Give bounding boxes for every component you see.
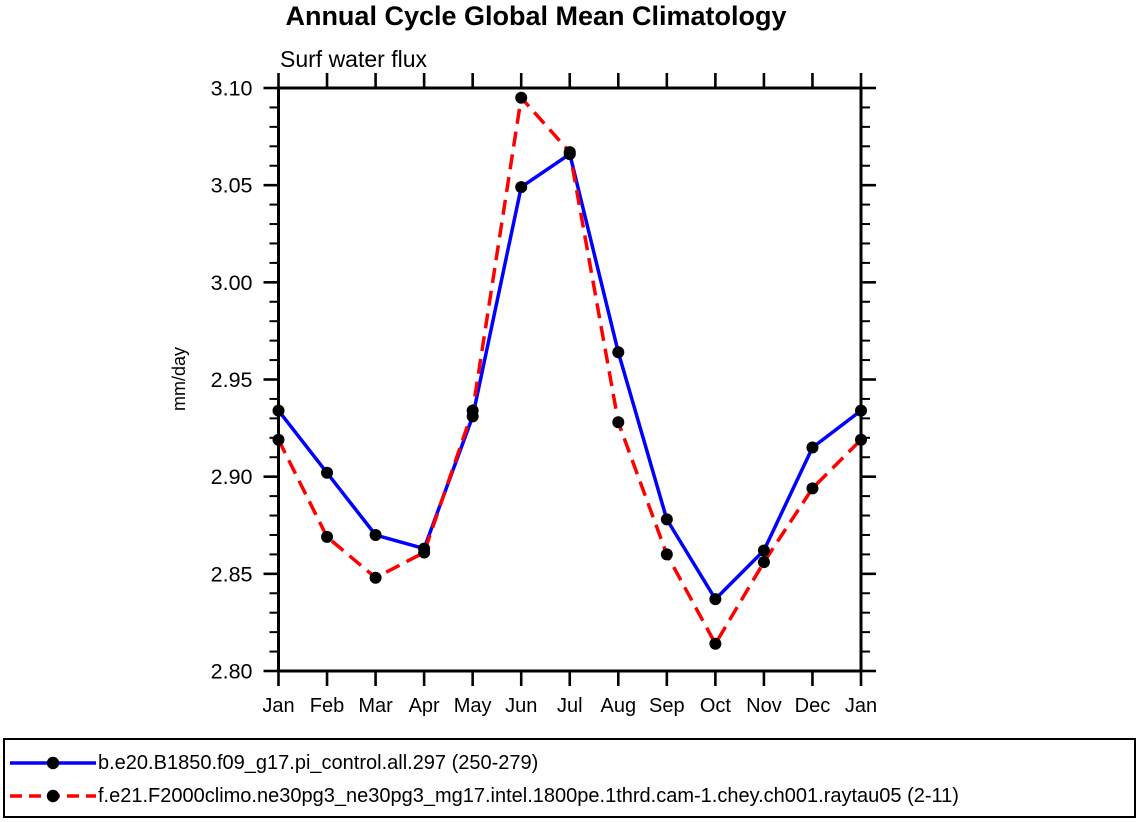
data-point-s1 (612, 416, 625, 429)
data-point-s0 (321, 466, 334, 479)
data-point-s0 (272, 404, 285, 417)
data-point-s1 (660, 548, 673, 561)
x-tick-label: Mar (358, 695, 393, 717)
legend-line-sample-dashed (10, 789, 96, 803)
legend-line-sample-solid (10, 756, 96, 770)
x-tick-label: Sep (649, 695, 685, 717)
x-tick-label: Feb (310, 695, 344, 717)
data-point-s1 (418, 546, 431, 559)
x-tick-label: Jun (505, 695, 537, 717)
legend-label-series-1: b.e20.B1850.f09_g17.pi_control.all.297 (… (98, 751, 539, 774)
x-tick-label: Nov (746, 695, 782, 717)
y-tick-label: 2.90 (211, 465, 253, 489)
y-tick-label: 2.80 (211, 660, 253, 684)
data-point-s1 (369, 571, 382, 584)
x-tick-label: Jul (557, 695, 583, 717)
plot-frame (277, 86, 863, 673)
data-point-s0 (612, 346, 625, 359)
x-tick-label: Oct (700, 695, 732, 717)
plot-area: Jan Feb Mar Apr May Jun Jul Aug Sep Oct Nov Dec Jan 2… (211, 73, 877, 717)
data-point-s0 (515, 181, 528, 194)
x-tick-label: Apr (409, 695, 440, 717)
data-point-s1 (806, 482, 819, 495)
series-line-0 (277, 152, 863, 601)
data-point-s1 (515, 91, 528, 104)
x-tick-label: Jan (262, 695, 294, 717)
y-tick-label: 2.95 (211, 368, 253, 392)
data-point-s1 (855, 433, 867, 446)
x-tick-label: Aug (600, 695, 636, 717)
y-tick-label: 3.00 (211, 271, 253, 295)
y-tick-label: 3.10 (211, 77, 253, 101)
chart-subtitle: Surf water flux (280, 46, 427, 72)
series-line-1 (276, 95, 863, 646)
data-point-s0 (369, 528, 382, 541)
data-point-s1 (321, 530, 334, 543)
data-point-s0 (806, 441, 819, 454)
data-point-s0 (709, 593, 722, 606)
legend-marker-dot (46, 756, 60, 770)
x-tick-label: May (454, 695, 492, 717)
y-tick-label: 3.05 (211, 174, 253, 198)
data-point-s1 (757, 556, 770, 569)
y-tick-label: 2.85 (211, 562, 253, 586)
x-tick-label: Jan (845, 695, 877, 717)
data-point-s1 (563, 146, 576, 159)
chart-title: Annual Cycle Global Mean Climatology (285, 1, 787, 31)
data-point-s1 (272, 433, 285, 446)
legend-label-series-2: f.e21.F2000climo.ne30pg3_ne30pg3_mg17.in… (98, 784, 959, 807)
data-point-s0 (660, 513, 673, 526)
legend-item-test-run: f.e21.F2000climo.ne30pg3_ne30pg3_mg17.in… (10, 783, 959, 809)
legend-box: b.e20.B1850.f09_g17.pi_control.all.297 (… (3, 738, 1136, 818)
legend-item-control-run: b.e20.B1850.f09_g17.pi_control.all.297 (… (10, 750, 538, 776)
data-point-s0 (757, 544, 770, 557)
data-point-s1 (709, 637, 722, 650)
x-tick-label: Dec (795, 695, 831, 717)
data-point-s1 (466, 404, 479, 417)
data-point-s0 (855, 404, 867, 417)
legend-marker-dot (46, 789, 60, 803)
